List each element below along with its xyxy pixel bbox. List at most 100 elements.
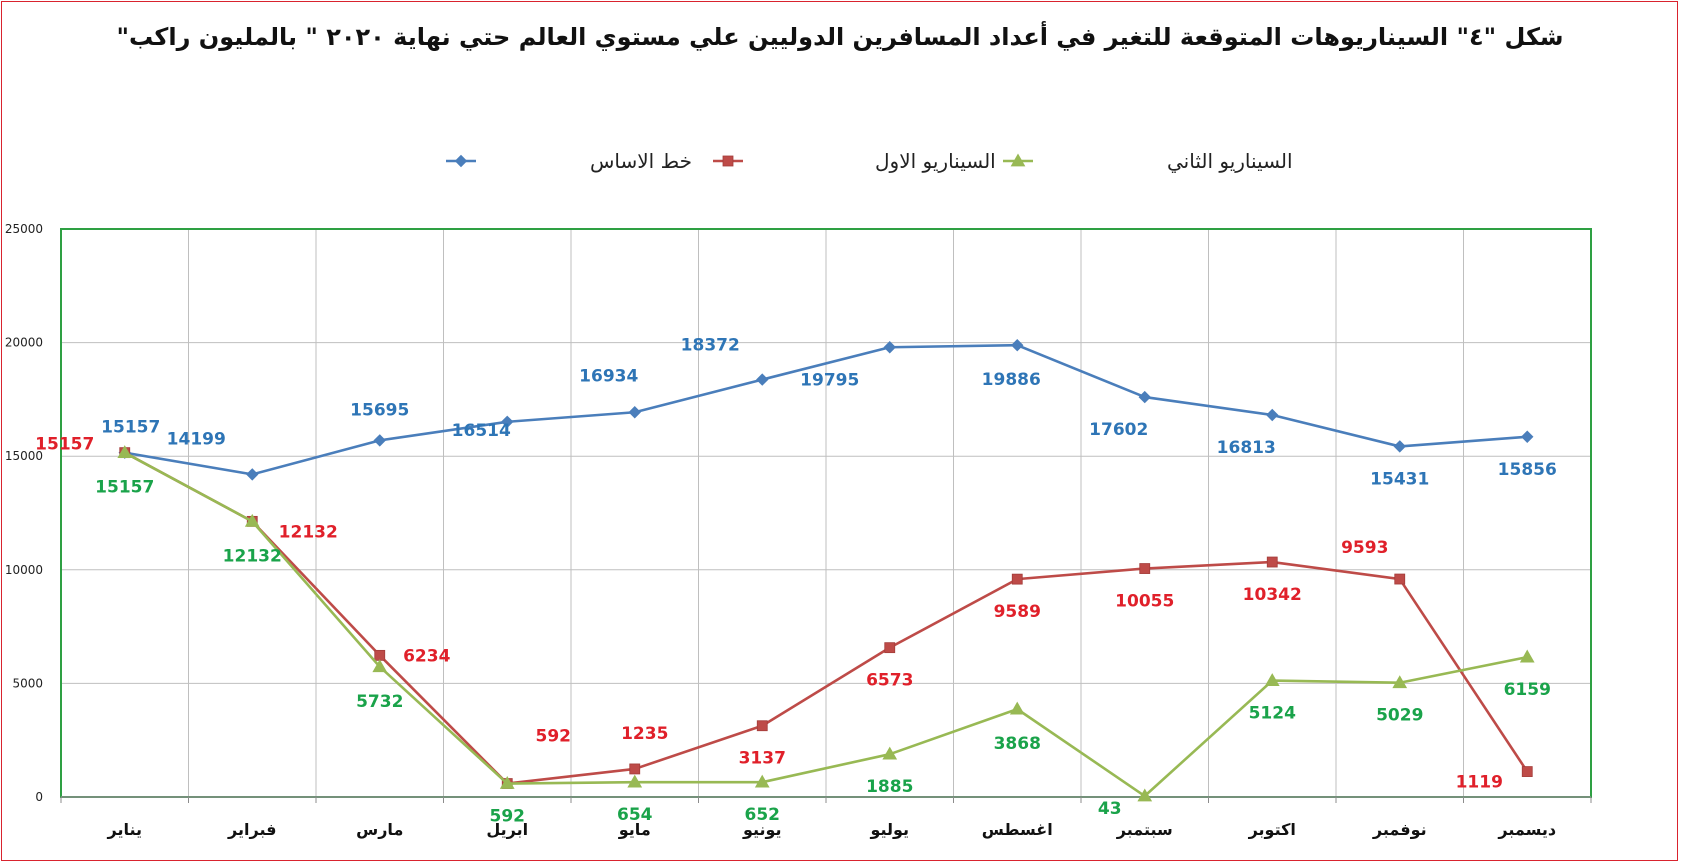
data-point [1137, 788, 1153, 802]
data-point [1011, 573, 1023, 585]
series-1 [118, 338, 1534, 481]
data-label: 16813 [1217, 438, 1276, 458]
plot-area: 0 5000 10000 15000 20000 25000 يناير فبراير مارس… [5, 222, 1592, 839]
x-tick-label: نوفمبر [1372, 820, 1427, 839]
data-point [1394, 573, 1406, 585]
legend-item-2: السيناريو الاول [713, 149, 996, 173]
data-labels-1: 15157 14199 15695 16514 16934 18372 19795 19886… [101, 336, 1557, 490]
data-label: 19795 [800, 370, 859, 390]
x-tick-label: يوليو [869, 820, 909, 839]
data-point [756, 373, 769, 386]
data-point [1139, 563, 1151, 574]
data-point [1519, 649, 1535, 663]
x-tick-label: ابريل [486, 820, 528, 839]
data-label: 592 [536, 727, 572, 747]
data-labels-2: 15157 12132 6234 592 1235 3137 6573 9589 10055 10… [35, 435, 1503, 793]
data-label: 652 [745, 805, 781, 825]
x-tick-label: فبراير [227, 820, 276, 839]
y-tick-label: 10000 [5, 563, 43, 577]
data-labels-3: 15157 12132 5732 592 654 652 1885 3868 43 5124 502… [95, 478, 1551, 827]
data-point [501, 415, 514, 429]
data-label: 15431 [1370, 469, 1429, 489]
data-point [629, 763, 641, 775]
legend-label: السيناريو الاول [875, 149, 996, 173]
data-point [1393, 440, 1406, 453]
data-point [628, 406, 641, 419]
data-point [1264, 673, 1280, 686]
data-point [1392, 675, 1408, 689]
data-point [1266, 556, 1278, 568]
x-tick-label: يونيو [742, 820, 782, 839]
data-point [756, 720, 768, 732]
data-label: 12132 [279, 522, 338, 542]
data-point [1011, 338, 1024, 352]
data-point [884, 642, 896, 654]
data-label: 17602 [1089, 420, 1148, 440]
data-point [374, 649, 386, 661]
data-point [117, 445, 133, 459]
data-label: 15157 [101, 418, 160, 438]
data-label: 6234 [403, 646, 450, 666]
y-tick-label: 0 [35, 790, 43, 804]
x-tick-label: مايو [618, 820, 651, 839]
series-line [124, 451, 1528, 798]
legend-label: خط الاساس [590, 149, 692, 173]
data-label: 15157 [95, 478, 154, 498]
legend-label: السيناريو الثاني [1167, 149, 1293, 174]
series-3 [117, 445, 1535, 802]
legend-item-3: السيناريو الثاني [1003, 149, 1293, 174]
data-point [246, 468, 259, 481]
data-label: 19886 [982, 370, 1041, 390]
data-point [1521, 430, 1534, 443]
data-label: 15856 [1498, 460, 1557, 480]
data-label: 592 [490, 807, 526, 827]
data-point [1266, 408, 1279, 422]
legend-marker [454, 154, 468, 168]
data-label: 43 [1098, 799, 1122, 819]
data-point [883, 341, 896, 354]
data-label: 5732 [356, 692, 403, 712]
x-tick-label: اغسطس [982, 820, 1053, 839]
data-label: 6573 [866, 671, 913, 691]
data-point [499, 776, 515, 789]
data-label: 14199 [167, 429, 226, 449]
x-tick-label: يناير [106, 820, 142, 839]
data-point [1009, 701, 1025, 715]
x-tick-label: اكتوبر [1248, 820, 1296, 839]
data-label: 16514 [452, 421, 511, 441]
data-label: 5124 [1249, 704, 1296, 724]
x-tick-label: مارس [356, 820, 403, 839]
data-label: 15157 [35, 435, 94, 455]
data-label: 5029 [1376, 706, 1423, 726]
series-line [124, 343, 1528, 476]
data-label: 18372 [681, 336, 740, 356]
data-label: 9593 [1341, 538, 1388, 558]
series-line [124, 451, 1529, 785]
y-tick-label: 15000 [5, 449, 43, 463]
data-point [1521, 766, 1533, 777]
data-label: 16934 [579, 366, 638, 386]
legend-item-1: خط الاساس [446, 149, 692, 173]
legend-marker [722, 155, 734, 167]
data-point [754, 774, 770, 788]
data-point [372, 659, 388, 673]
data-label: 1235 [621, 724, 668, 744]
data-label: 15695 [350, 400, 409, 420]
data-label: 3868 [994, 734, 1041, 754]
x-tick-label: ديسمبر [1497, 820, 1556, 839]
data-point [1138, 390, 1151, 404]
y-tick-label: 20000 [5, 336, 43, 350]
legend: خط الاساس السيناريو الاول السيناريو الثاني [446, 149, 1293, 174]
data-label: 3137 [739, 749, 786, 769]
data-label: 1119 [1456, 773, 1503, 793]
data-label: 1885 [866, 777, 913, 797]
legend-marker [1010, 153, 1026, 167]
data-label: 12132 [223, 546, 282, 566]
y-tick-label: 5000 [12, 676, 43, 690]
x-tick-label: سبتمبر [1116, 820, 1173, 839]
data-point [627, 774, 643, 788]
data-point [244, 513, 260, 527]
y-tick-label: 25000 [5, 222, 43, 236]
chart-title: شكل "٤" السيناريوهات المتوقعة للتغير في … [116, 21, 1563, 51]
